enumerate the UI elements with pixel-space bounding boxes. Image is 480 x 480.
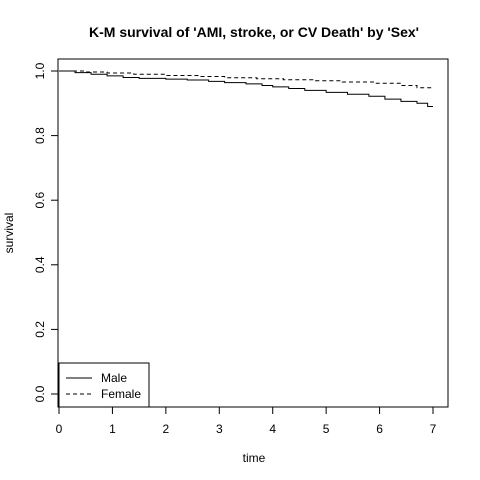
x-tick-label: 7 bbox=[430, 422, 437, 436]
y-tick-label: 0.8 bbox=[33, 127, 47, 144]
legend-box bbox=[58, 362, 150, 408]
y-tick-label: 0.0 bbox=[33, 385, 47, 402]
x-axis-label: time bbox=[243, 451, 266, 465]
x-tick-label: 0 bbox=[56, 422, 63, 436]
plot-frame bbox=[57, 58, 449, 408]
y-tick-label: 0.4 bbox=[33, 256, 47, 273]
legend: Male Female bbox=[58, 362, 150, 408]
x-tick-label: 4 bbox=[269, 422, 276, 436]
chart-title: K-M survival of 'AMI, stroke, or CV Deat… bbox=[89, 24, 419, 40]
series-layer bbox=[59, 70, 433, 108]
y-axis-label: survival bbox=[2, 213, 16, 254]
x-tick-label: 6 bbox=[376, 422, 383, 436]
y-tick-label: 0.2 bbox=[33, 321, 47, 338]
y-tick-label: 0.6 bbox=[33, 192, 47, 209]
legend-label-male: Male bbox=[101, 371, 127, 385]
series-line-female bbox=[59, 70, 433, 89]
x-tick-label: 3 bbox=[216, 422, 223, 436]
x-tick-label: 5 bbox=[323, 422, 330, 436]
x-tick-label: 1 bbox=[109, 422, 116, 436]
y-tick-label: 1.0 bbox=[33, 62, 47, 79]
x-axis: 0 1 2 3 4 5 6 7 bbox=[56, 407, 437, 436]
legend-label-female: Female bbox=[101, 387, 141, 401]
series-line-male bbox=[59, 70, 433, 108]
x-tick-label: 2 bbox=[163, 422, 170, 436]
y-axis: 0.0 0.2 0.4 0.6 0.8 1.0 bbox=[33, 62, 58, 402]
